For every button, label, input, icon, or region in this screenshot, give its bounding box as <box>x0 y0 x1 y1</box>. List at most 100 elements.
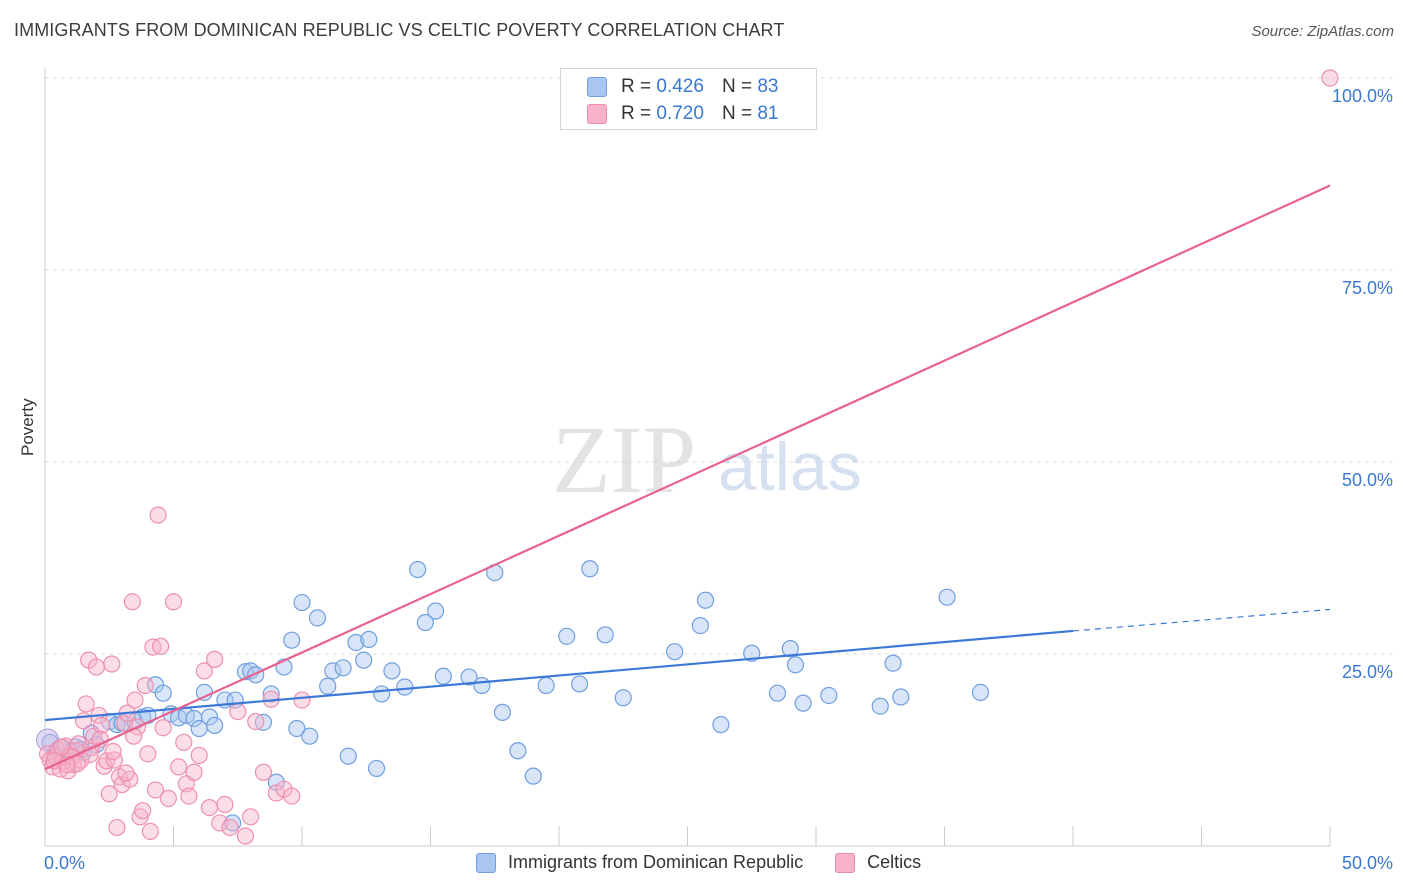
blue-point-66 <box>666 643 684 661</box>
pink-point-61 <box>236 827 255 845</box>
blue-point-16 <box>154 684 172 702</box>
stats-legend: R = 0.426 N = 83 R = 0.720 N = 81 <box>560 68 817 130</box>
blue-point-41 <box>334 659 352 677</box>
blue-point-69 <box>712 716 730 734</box>
pink-point-53 <box>190 746 208 764</box>
blue-point-45 <box>360 630 378 649</box>
blue-point-58 <box>509 742 527 760</box>
blue-point-49 <box>396 678 414 696</box>
blue-point-71 <box>768 684 787 702</box>
legend-pink-n-label: N = <box>721 103 753 124</box>
blue-point-57 <box>493 703 512 721</box>
blue-point-47 <box>373 685 391 703</box>
pink-point-45 <box>154 719 172 737</box>
blue-point-73 <box>786 656 805 674</box>
blue-point-77 <box>884 654 902 672</box>
blue-point-38 <box>308 609 327 627</box>
blue-point-23 <box>200 708 219 726</box>
legend-pink-r-value: 0.720 <box>656 103 704 124</box>
blue-point-65 <box>614 689 632 707</box>
blue-point-52 <box>427 602 445 620</box>
blue-point-48 <box>383 662 401 680</box>
blue-point-55 <box>473 676 491 695</box>
y-tick-label-75: 75.0% <box>1342 278 1393 298</box>
pink-point-42 <box>146 781 165 799</box>
blue-point-78 <box>892 688 910 706</box>
legend-item-blue: Immigrants from Dominican Republic <box>476 852 803 873</box>
pink-point-63 <box>247 712 265 731</box>
pink-point-60 <box>229 702 247 721</box>
blue-swatch <box>587 77 607 97</box>
blue-point-67 <box>691 616 709 635</box>
pink-point-54 <box>195 662 213 680</box>
blue-point-36 <box>293 593 311 612</box>
blue-point-31 <box>262 685 280 703</box>
pink-point-51 <box>180 787 198 805</box>
blue-trend-line <box>44 629 1074 722</box>
pink-point-24 <box>100 785 118 803</box>
x-tick-label-50: 50.0% <box>1342 853 1393 873</box>
blue-point-61 <box>558 627 576 645</box>
pink-point-71 <box>53 738 71 756</box>
blue-point-75 <box>820 686 838 705</box>
blue-point-51 <box>416 613 434 632</box>
watermark: ZIP atlas <box>552 406 862 513</box>
series-pink-points <box>38 69 1339 845</box>
x-tick-label-0: 0.0% <box>44 853 85 873</box>
pink-point-30 <box>116 714 134 732</box>
pink-point-80 <box>1321 69 1339 87</box>
pink-point-55 <box>200 798 219 817</box>
blue-point-81 <box>224 814 242 832</box>
blue-point-80 <box>971 683 990 702</box>
watermark-zip: ZIP <box>552 406 696 513</box>
pink-point-64 <box>254 763 273 781</box>
pink-point-19 <box>87 658 106 676</box>
blue-point-40 <box>324 662 342 680</box>
legend-pink-swatch <box>835 852 856 873</box>
axes-layer <box>44 68 1331 847</box>
pink-point-56 <box>206 650 224 668</box>
chart-title: IMMIGRANTS FROM DOMINICAN REPUBLIC VS CE… <box>14 20 785 40</box>
blue-point-37 <box>301 727 319 745</box>
tick-labels: 25.0% 50.0% 75.0% 100.0% 0.0% 50.0% <box>44 86 1393 873</box>
blue-point-64 <box>596 626 614 644</box>
grid-layer <box>45 77 1395 655</box>
pink-point-75 <box>104 742 122 761</box>
pink-trend-line <box>44 184 1331 771</box>
blue-point-24 <box>206 716 224 735</box>
y-axis-label: Poverty <box>18 398 37 456</box>
pink-point-69 <box>293 691 311 709</box>
blue-point-39 <box>319 677 337 695</box>
pink-point-52 <box>185 763 203 781</box>
trend-lines <box>44 184 1331 771</box>
blue-point-59 <box>524 767 542 785</box>
pink-point-49 <box>175 733 193 751</box>
blue-point-76 <box>871 697 889 715</box>
pink-point-46 <box>159 789 177 807</box>
legend-blue-r-label: R = <box>621 76 652 97</box>
pink-point-37 <box>134 802 152 820</box>
pink-point-68 <box>283 787 301 805</box>
legend-pink-n-value: 81 <box>757 103 779 124</box>
blue-point-60 <box>537 676 555 695</box>
blue-point-74 <box>794 694 812 712</box>
pink-point-62 <box>242 808 260 826</box>
pink-point-47 <box>164 593 183 611</box>
series-legend: Immigrants from Dominican Republic Celti… <box>476 852 953 873</box>
pink-swatch <box>587 104 607 124</box>
pink-point-15 <box>77 695 95 713</box>
pink-point-43 <box>149 506 167 524</box>
pink-point-38 <box>136 676 154 695</box>
legend-row-pink: R = 0.720 N = 81 <box>587 102 778 126</box>
pink-point-21 <box>92 716 111 735</box>
legend-pink-r-label: R = <box>621 103 652 124</box>
source-credit: Source: ZipAtlas.com <box>1251 23 1394 40</box>
pink-point-58 <box>216 795 234 814</box>
blue-point-70 <box>743 644 761 662</box>
blue-point-34 <box>283 631 301 649</box>
blue-point-44 <box>355 651 373 669</box>
blue-point-43 <box>347 633 365 652</box>
pink-point-48 <box>170 758 188 776</box>
pink-point-33 <box>123 593 141 611</box>
